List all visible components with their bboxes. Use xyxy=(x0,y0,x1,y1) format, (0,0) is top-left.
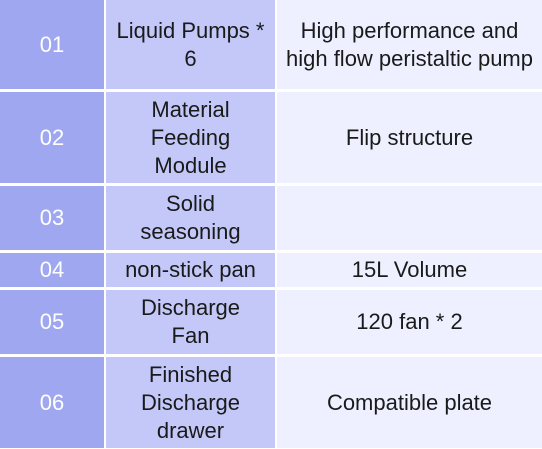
component-name-text: Finished Discharge drawer xyxy=(140,361,241,443)
component-name-text: Discharge Fan xyxy=(140,295,241,348)
row-number: 04 xyxy=(0,253,106,290)
component-name-text: non-stick pan xyxy=(125,257,256,282)
component-description: Compatible plate xyxy=(277,357,542,449)
component-description-text: 120 fan * 2 xyxy=(356,309,463,334)
row-number: 01 xyxy=(0,0,106,92)
row-number-text: 04 xyxy=(39,257,65,282)
component-name-text: Liquid Pumps * 6 xyxy=(116,17,265,71)
component-description-text: Flip structure xyxy=(345,124,474,150)
component-description: Flip structure xyxy=(277,92,542,186)
component-name: Finished Discharge drawer xyxy=(106,357,277,449)
row-number-text: 03 xyxy=(39,205,65,230)
component-name-text: Solid seasoning xyxy=(140,191,241,244)
row-number-text: 06 xyxy=(39,389,65,415)
row-number: 03 xyxy=(0,186,106,253)
row-number-text: 02 xyxy=(39,124,65,150)
component-name: Discharge Fan xyxy=(106,290,277,357)
component-name-text: Material Feeding Module xyxy=(150,96,231,178)
component-description-text: 15L Volume xyxy=(351,257,468,282)
row-number-text: 05 xyxy=(39,309,65,334)
component-name: non-stick pan xyxy=(106,253,277,290)
component-name: Solid seasoning xyxy=(106,186,277,253)
row-number: 02 xyxy=(0,92,106,186)
component-name: Liquid Pumps * 6 xyxy=(106,0,277,92)
component-description xyxy=(277,186,542,253)
row-number-text: 01 xyxy=(39,31,65,57)
component-description-text: Compatible plate xyxy=(326,389,493,415)
component-name: Material Feeding Module xyxy=(106,92,277,186)
component-description-text: High performance and high flow peristalt… xyxy=(285,17,533,71)
row-number: 06 xyxy=(0,357,106,449)
component-description: 120 fan * 2 xyxy=(277,290,542,357)
component-description: High performance and high flow peristalt… xyxy=(277,0,542,92)
component-description: 15L Volume xyxy=(277,253,542,290)
row-number: 05 xyxy=(0,290,106,357)
